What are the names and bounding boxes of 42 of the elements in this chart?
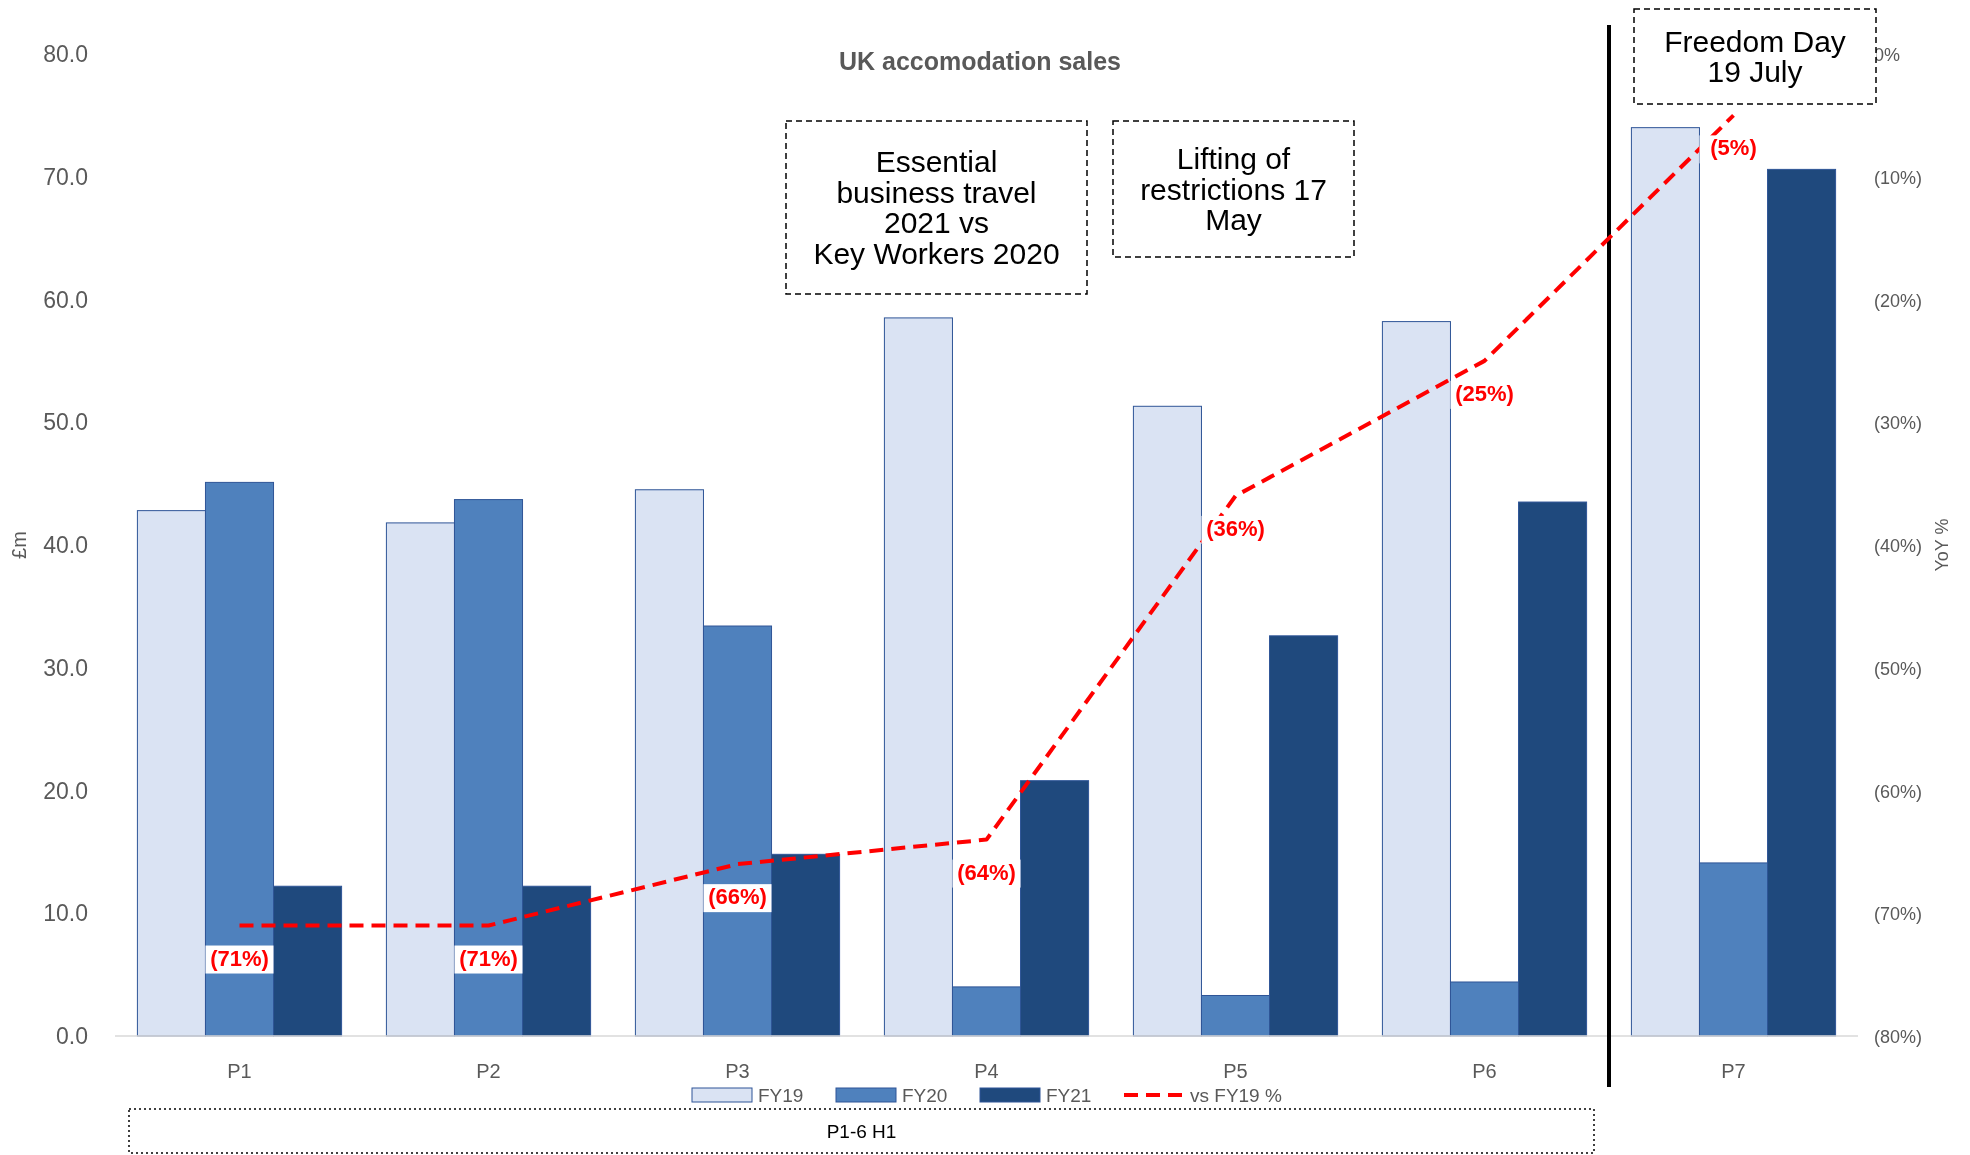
y2-tick-label: (80%) [1874,1027,1923,1047]
y-tick-label: 80.0 [43,41,88,67]
data-label: (25%) [1455,380,1514,406]
x-tick-label: P7 [1721,1060,1746,1082]
annotation: Essential business travel 2021 vs Key Workers 2020 [813,144,1060,271]
y-tick-label: 30.0 [43,654,88,681]
y2-tick-label: (10%) [1874,167,1923,188]
text: P1-6 H1 [826,1120,897,1142]
annotation: Freedom Day 19 July [1664,24,1846,89]
x-tick-label: P2 [476,1060,501,1082]
y-tick-label: 70.0 [43,163,88,190]
y-tick-label: 10.0 [43,900,88,927]
y2-tick-label: (70%) [1874,904,1923,925]
legend-label: FY19 [758,1085,804,1106]
data-label: (36%) [1206,515,1265,541]
annotation: Lifting of restrictions 17 May [1140,141,1327,237]
data-label: (71%) [459,945,518,971]
y-axis-title: £m [8,531,30,559]
legend-label: FY21 [1046,1085,1092,1106]
data-label: (66%) [708,884,767,910]
data-label: (71%) [210,945,269,971]
x-tick-label: P4 [974,1060,999,1082]
x-tick-label: P1 [227,1060,252,1082]
y-tick-label: 60.0 [43,286,88,313]
data-label: (5%) [1710,135,1757,161]
x-tick-label: P6 [1472,1060,1497,1082]
y2-tick-label: (40%) [1874,536,1923,556]
x-tick-label: P3 [725,1060,750,1082]
y2-tick-label: (60%) [1874,781,1923,802]
x-tick-label: P5 [1223,1060,1248,1082]
y2-tick-label: (30%) [1874,413,1923,434]
y2-axis-title: YoY % [1932,518,1952,572]
y-tick-label: 40.0 [43,532,88,558]
legend-label: FY20 [902,1085,948,1106]
y-tick-label: 0.0 [56,1023,88,1049]
legend-label: vs FY19 % [1190,1085,1282,1106]
chart-title: UK accomodation sales [838,47,1122,75]
y2-tick-label: (50%) [1874,658,1923,679]
data-label: (64%) [957,859,1016,885]
y-tick-label: 50.0 [43,409,88,436]
y2-tick-label: (20%) [1874,290,1923,311]
y-tick-label: 20.0 [43,777,88,804]
